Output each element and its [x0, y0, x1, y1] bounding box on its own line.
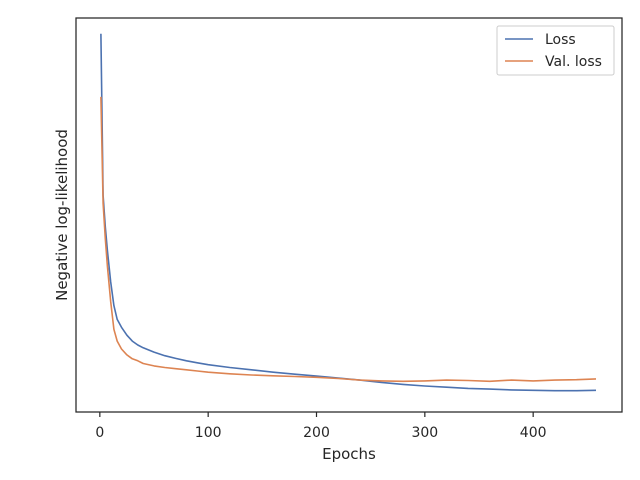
series-layer — [100, 33, 597, 392]
series-line-loss — [100, 33, 597, 392]
series-line-val-loss — [100, 96, 597, 383]
x-tick-label: 100 — [195, 425, 222, 441]
x-tick-label: 0 — [95, 425, 104, 441]
y-axis-label: Negative log-likelihood — [53, 129, 71, 301]
x-tick-label: 200 — [303, 425, 330, 441]
legend-label-loss: Loss — [545, 32, 576, 48]
legend-label-val-loss: Val. loss — [545, 54, 602, 70]
x-axis: 0 100 200 300 400 — [95, 412, 547, 441]
x-tick-label: 400 — [520, 425, 547, 441]
x-tick-label: 300 — [411, 425, 438, 441]
legend: Loss Val. loss — [496, 25, 615, 76]
x-axis-label: Epochs — [322, 445, 376, 463]
plot-frame — [75, 17, 623, 413]
